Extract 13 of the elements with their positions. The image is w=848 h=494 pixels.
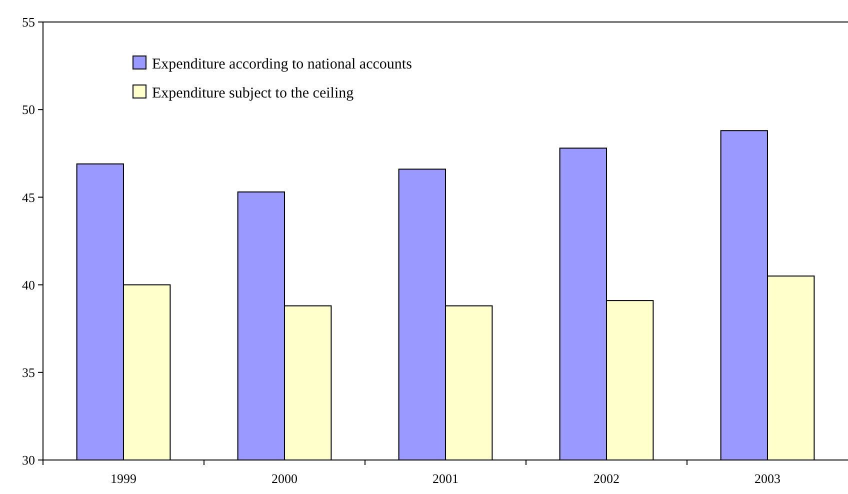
legend-label: Expenditure according to national accounts	[152, 56, 412, 72]
y-tick-label: 30	[22, 452, 35, 468]
y-tick-label: 45	[22, 190, 35, 205]
legend-label: Expenditure subject to the ceiling	[152, 85, 354, 102]
x-tick-label: 2003	[754, 471, 780, 486]
x-tick-label: 2000	[272, 471, 298, 486]
y-tick-label: 35	[22, 364, 35, 380]
x-tick-label: 2001	[432, 471, 458, 486]
y-tick-label: 55	[22, 14, 35, 30]
y-tick-label: 40	[22, 277, 35, 292]
y-tick-label: 50	[22, 102, 35, 118]
x-tick-label: 2002	[594, 471, 620, 486]
x-tick-label: 1999	[110, 471, 136, 486]
